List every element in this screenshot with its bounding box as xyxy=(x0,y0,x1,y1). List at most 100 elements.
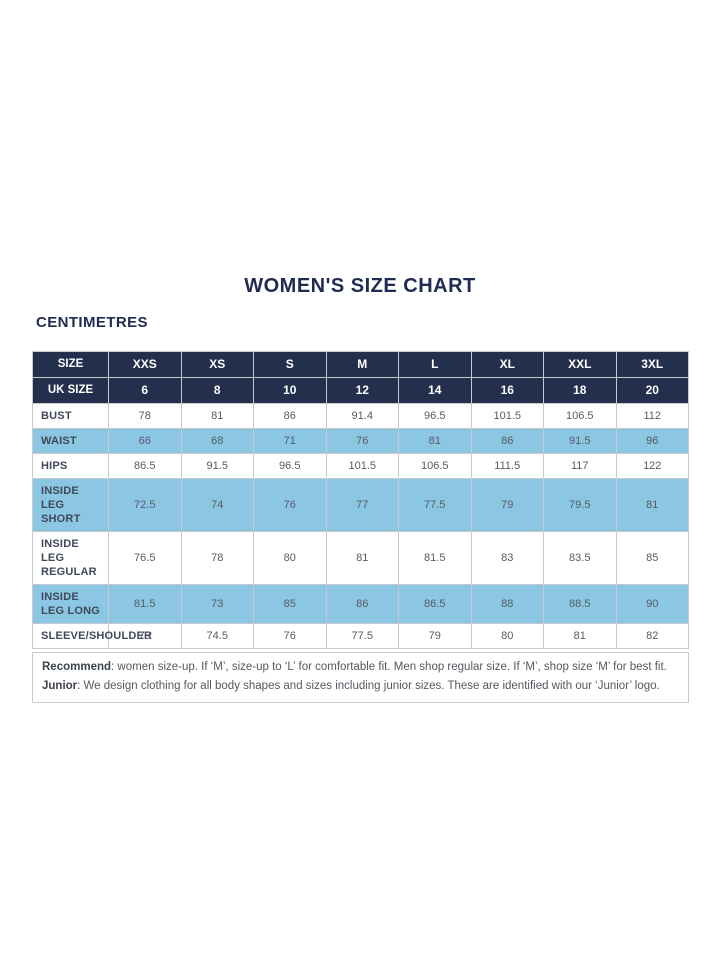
header-size-cell: L xyxy=(398,351,472,378)
value-cell: 86 xyxy=(325,584,399,624)
footnote-recommend: Recommend: women size-up. If ‘M’, size-u… xyxy=(42,658,679,677)
value-cell: 81.5 xyxy=(398,531,472,585)
header-size-cell: XL xyxy=(470,351,544,378)
row-label: INSIDE LEG LONG xyxy=(32,584,109,624)
header-size-cell: M xyxy=(325,351,399,378)
row-label: HIPS xyxy=(32,453,109,479)
value-cell: 111.5 xyxy=(470,453,544,479)
value-cell: 106.5 xyxy=(543,403,617,429)
value-cell: 68 xyxy=(180,428,254,454)
size-chart-content: WOMEN'S SIZE CHART CENTIMETRES SIZE XXS XS… xyxy=(32,275,689,703)
row-label: WAIST xyxy=(32,428,109,454)
value-cell: 117 xyxy=(543,453,617,479)
value-cell: 73 xyxy=(180,584,254,624)
value-cell: 78 xyxy=(108,403,182,429)
measurement-row: SLEEVE/SHOULDER 73 74.5 76 77.5 79 80 81 82 xyxy=(32,623,689,649)
value-cell: 91.4 xyxy=(325,403,399,429)
header-size-cell: 12 xyxy=(325,377,399,404)
header-label-cell: SIZE xyxy=(32,351,109,378)
value-cell: 96.5 xyxy=(398,403,472,429)
size-header-row: SIZE XXS XS S M L XL XXL 3XL xyxy=(32,351,689,378)
value-cell: 76 xyxy=(253,623,327,649)
value-cell: 80 xyxy=(470,623,544,649)
value-cell: 80 xyxy=(253,531,327,585)
value-cell: 74 xyxy=(180,478,254,532)
footnote-box: Recommend: women size-up. If ‘M’, size-u… xyxy=(32,652,689,703)
value-cell: 73 xyxy=(108,623,182,649)
measurement-row: INSIDE LEG REGULAR 76.5 78 80 81 81.5 83 83.5 85 xyxy=(32,531,689,585)
value-cell: 81 xyxy=(543,623,617,649)
measurement-row: BUST 78 81 86 91.4 96.5 101.5 106.5 112 xyxy=(32,403,689,429)
value-cell: 72.5 xyxy=(108,478,182,532)
value-cell: 76 xyxy=(253,478,327,532)
value-cell: 81 xyxy=(615,478,689,532)
measurement-row: HIPS 86.5 91.5 96.5 101.5 106.5 111.5 117 122 xyxy=(32,453,689,479)
measurement-row: INSIDE LEG SHORT 72.5 74 76 77 77.5 79 79.5 81 xyxy=(32,478,689,532)
value-cell: 88 xyxy=(470,584,544,624)
header-size-cell: 16 xyxy=(470,377,544,404)
value-cell: 101.5 xyxy=(470,403,544,429)
value-cell: 122 xyxy=(615,453,689,479)
value-cell: 90 xyxy=(615,584,689,624)
header-size-cell: 10 xyxy=(253,377,327,404)
unit-label: CENTIMETRES xyxy=(36,314,148,331)
value-cell: 79 xyxy=(470,478,544,532)
value-cell: 83 xyxy=(470,531,544,585)
value-cell: 77.5 xyxy=(325,623,399,649)
header-size-cell: S xyxy=(253,351,327,378)
header-size-cell: 14 xyxy=(398,377,472,404)
page-title: WOMEN'S SIZE CHART xyxy=(244,275,476,297)
value-cell: 76 xyxy=(325,428,399,454)
value-cell: 112 xyxy=(615,403,689,429)
value-cell: 81 xyxy=(180,403,254,429)
value-cell: 85 xyxy=(253,584,327,624)
uk-size-row: UK SIZE 6 8 10 12 14 16 18 20 xyxy=(32,377,689,404)
value-cell: 79 xyxy=(398,623,472,649)
value-cell: 91.5 xyxy=(180,453,254,479)
value-cell: 86 xyxy=(470,428,544,454)
row-label: INSIDE LEG SHORT xyxy=(32,478,109,532)
value-cell: 76.5 xyxy=(108,531,182,585)
header-size-cell: 20 xyxy=(615,377,689,404)
row-label: BUST xyxy=(32,403,109,429)
header-size-cell: XXL xyxy=(543,351,617,378)
value-cell: 88.5 xyxy=(543,584,617,624)
value-cell: 78 xyxy=(180,531,254,585)
value-cell: 81 xyxy=(325,531,399,585)
footnote-junior-label: Junior xyxy=(42,680,78,692)
header-size-cell: 18 xyxy=(543,377,617,404)
table-body: BUST 78 81 86 91.4 96.5 101.5 106.5 112 WAIST 66 68… xyxy=(32,403,689,649)
value-cell: 71 xyxy=(253,428,327,454)
value-cell: 66 xyxy=(108,428,182,454)
value-cell: 101.5 xyxy=(325,453,399,479)
footnote-junior-text: : We design clothing for all body shapes… xyxy=(77,680,660,692)
value-cell: 81.5 xyxy=(108,584,182,624)
value-cell: 79.5 xyxy=(543,478,617,532)
value-cell: 77 xyxy=(325,478,399,532)
footnote-recommend-label: Recommend xyxy=(42,661,112,673)
header-size-cell: XXS xyxy=(108,351,182,378)
measurement-row: WAIST 66 68 71 76 81 86 91.5 96 xyxy=(32,428,689,454)
value-cell: 83.5 xyxy=(543,531,617,585)
header-label-cell: UK SIZE xyxy=(32,377,109,404)
table-head: SIZE XXS XS S M L XL XXL 3XL UK SIZE 6 8 10 12 14 16 18 2… xyxy=(32,351,689,404)
value-cell: 106.5 xyxy=(398,453,472,479)
row-label: SLEEVE/SHOULDER xyxy=(32,623,152,649)
value-cell: 77.5 xyxy=(398,478,472,532)
value-cell: 74.5 xyxy=(180,623,254,649)
header-size-cell: 6 xyxy=(108,377,182,404)
value-cell: 91.5 xyxy=(543,428,617,454)
value-cell: 96.5 xyxy=(253,453,327,479)
value-cell: 86.5 xyxy=(108,453,182,479)
header-size-cell: 3XL xyxy=(615,351,689,378)
size-chart-table: SIZE XXS XS S M L XL XXL 3XL UK SIZE 6 8 10 12 14 16 18 2… xyxy=(32,351,689,649)
value-cell: 81 xyxy=(398,428,472,454)
header-size-cell: XS xyxy=(180,351,254,378)
value-cell: 96 xyxy=(615,428,689,454)
value-cell: 82 xyxy=(615,623,689,649)
value-cell: 85 xyxy=(615,531,689,585)
value-cell: 86 xyxy=(253,403,327,429)
row-label: INSIDE LEG REGULAR xyxy=(32,531,109,585)
value-cell: 86.5 xyxy=(398,584,472,624)
